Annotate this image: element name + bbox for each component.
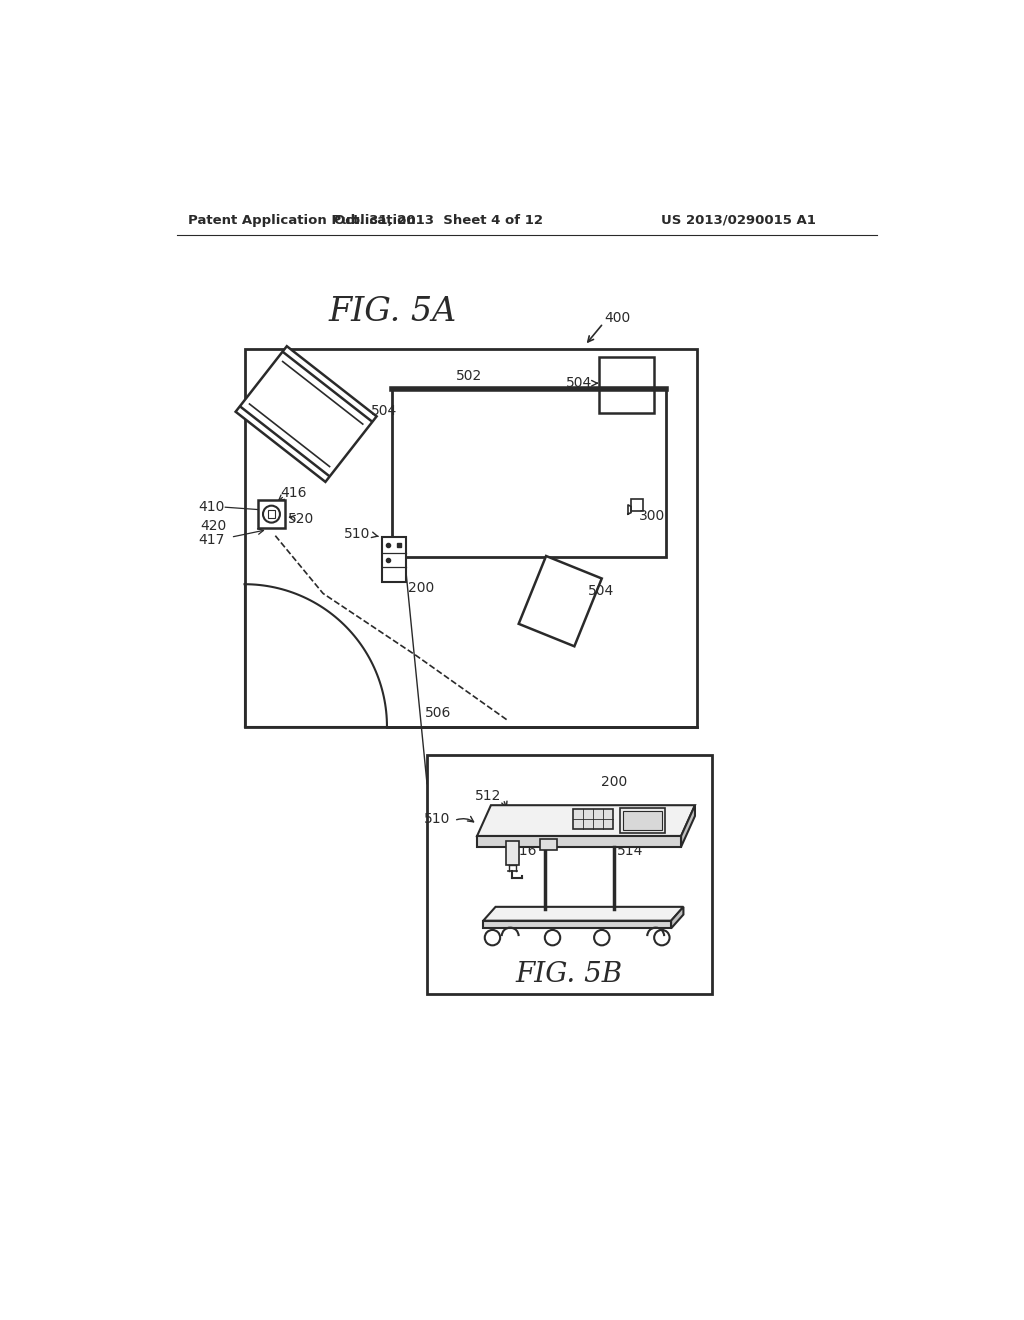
Bar (621, 808, 665, 833)
Text: Patent Application Publication: Patent Application Publication (188, 214, 416, 227)
Bar (392, 389, 666, 557)
Text: 400: 400 (604, 310, 631, 325)
Text: FIG. 5A: FIG. 5A (329, 297, 457, 329)
Text: 300: 300 (639, 510, 665, 524)
Text: 506: 506 (425, 706, 452, 719)
Polygon shape (477, 836, 681, 847)
Text: 514: 514 (617, 845, 643, 858)
Polygon shape (483, 907, 683, 921)
Polygon shape (477, 805, 695, 836)
Text: 504: 504 (566, 376, 593, 391)
Text: 200: 200 (408, 581, 434, 595)
Text: 410: 410 (198, 500, 224, 515)
Text: US 2013/0290015 A1: US 2013/0290015 A1 (662, 214, 816, 227)
Text: 512: 512 (474, 789, 501, 803)
Bar (236, 346, 377, 482)
Bar (267, 511, 275, 517)
Text: 200: 200 (601, 775, 628, 789)
Text: 504: 504 (588, 585, 614, 598)
Text: 504: 504 (371, 404, 397, 418)
Bar (258, 500, 286, 528)
Bar (245, 350, 696, 726)
Text: 516: 516 (511, 845, 538, 858)
Bar (519, 556, 602, 647)
Polygon shape (483, 921, 671, 928)
Bar (599, 358, 654, 412)
Polygon shape (671, 907, 683, 928)
Polygon shape (681, 805, 695, 847)
Text: 520: 520 (289, 512, 314, 525)
Text: 510: 510 (344, 527, 371, 541)
Bar (541, 840, 557, 850)
Bar (382, 537, 407, 582)
Text: 417: 417 (198, 532, 224, 546)
Text: FIG. 5B: FIG. 5B (516, 961, 623, 989)
Bar (572, 809, 612, 829)
Text: 420: 420 (201, 520, 226, 533)
Text: 510: 510 (424, 812, 451, 826)
Text: 518: 518 (670, 808, 696, 821)
Bar (631, 499, 643, 511)
Bar (506, 841, 519, 866)
Bar (427, 755, 712, 994)
Text: 502: 502 (457, 370, 482, 383)
Bar (624, 812, 662, 830)
Text: Oct. 31, 2013  Sheet 4 of 12: Oct. 31, 2013 Sheet 4 of 12 (334, 214, 543, 227)
Text: 416: 416 (281, 486, 307, 500)
